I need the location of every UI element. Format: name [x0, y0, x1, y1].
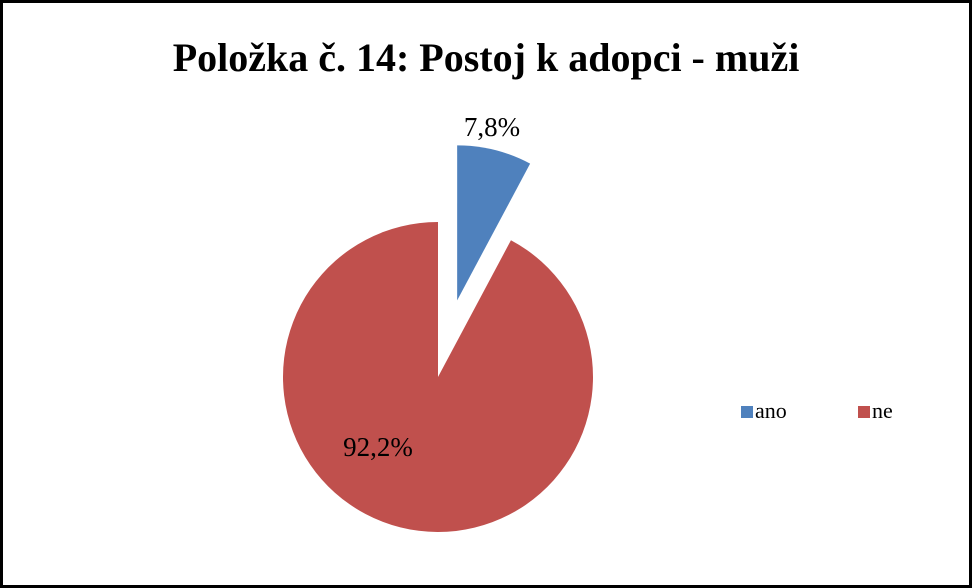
data-label: 7,8% [464, 112, 520, 142]
pie-slice [282, 222, 593, 532]
chart-title: Položka č. 14: Postoj k adopci - muži [173, 35, 800, 80]
pie-slice [457, 145, 531, 301]
legend-label: ano [755, 398, 787, 423]
legend-swatch [741, 406, 753, 418]
legend-label: ne [872, 398, 893, 423]
legend-swatch [858, 406, 870, 418]
data-label: 92,2% [343, 432, 413, 462]
